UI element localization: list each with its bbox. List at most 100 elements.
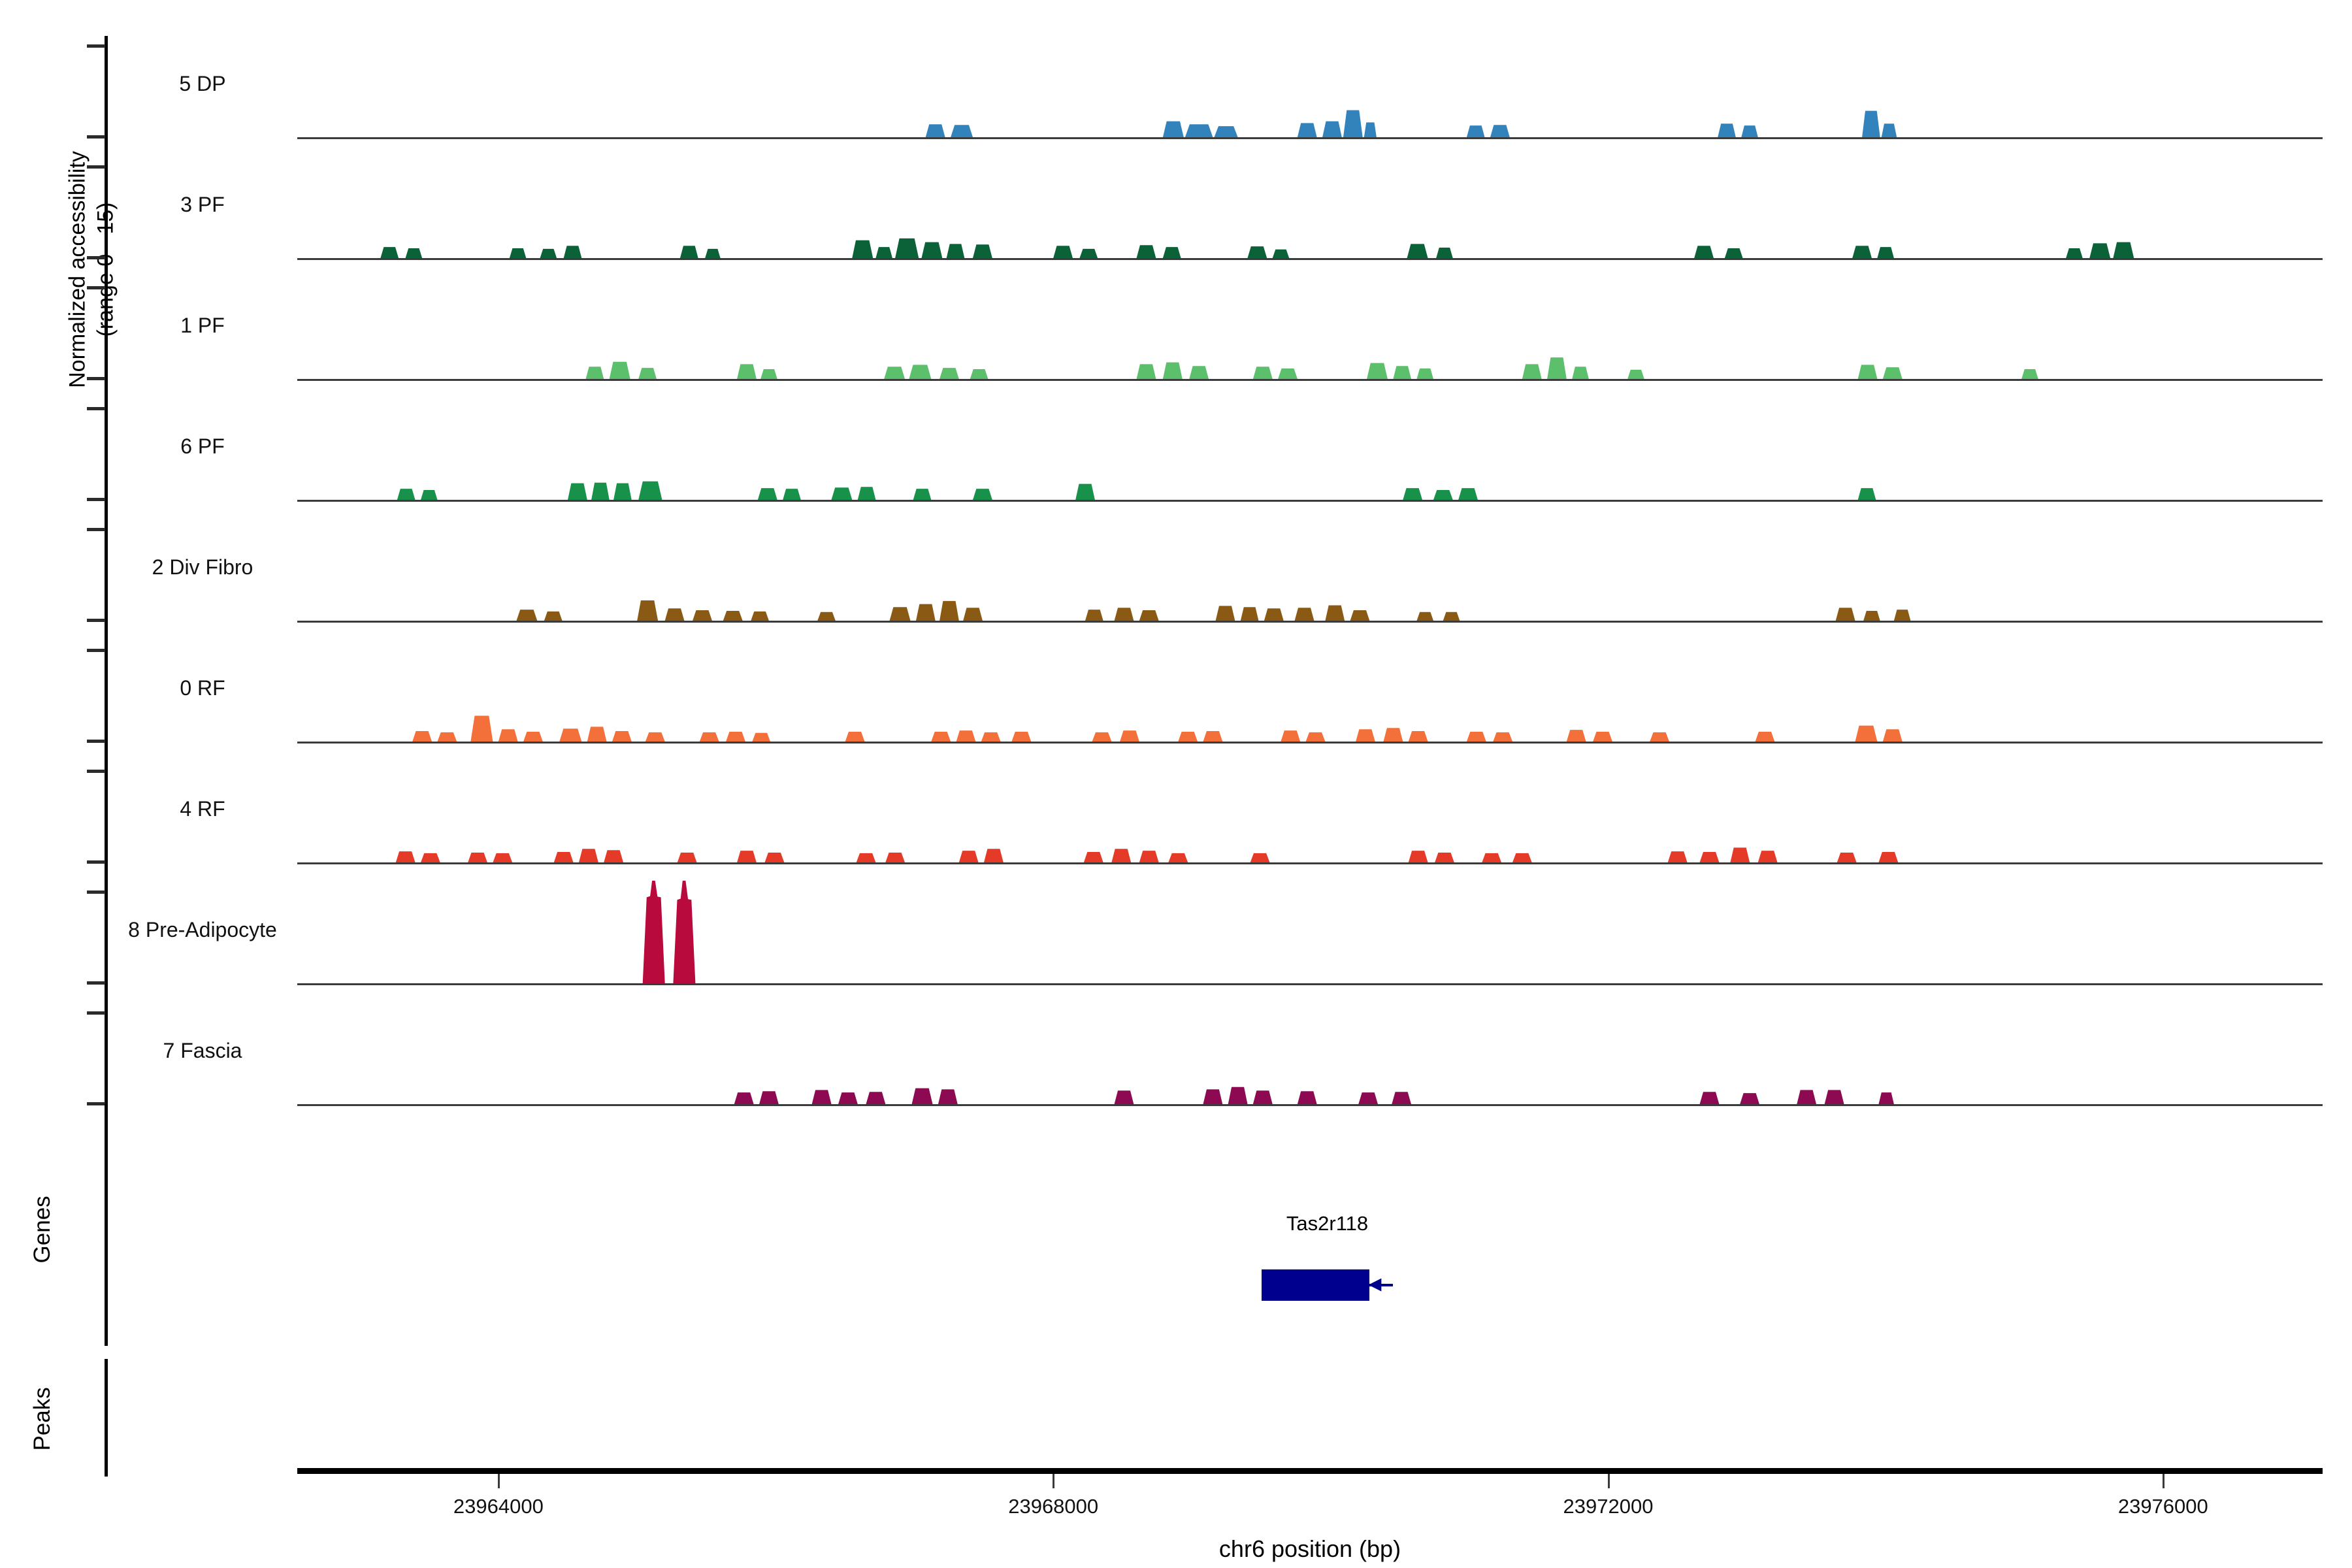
coverage-peak xyxy=(437,732,457,742)
coverage-peak xyxy=(1358,1092,1378,1104)
x-axis-tick xyxy=(1607,1474,1610,1488)
x-axis-tick-label: 23964000 xyxy=(453,1495,544,1518)
coverage-peak xyxy=(963,608,983,621)
coverage-peak xyxy=(939,368,959,379)
coverage-peak xyxy=(1136,245,1156,258)
peaks-panel-label: Peaks xyxy=(29,1387,56,1451)
coverage-peak xyxy=(1294,608,1315,621)
coverage-peak xyxy=(1667,851,1688,862)
track-baseline xyxy=(297,258,2323,260)
coverage-peak xyxy=(1893,610,1911,621)
coverage-peak xyxy=(1458,488,1478,500)
coverage-peak xyxy=(1650,732,1669,742)
coverage-peak xyxy=(1627,369,1644,379)
coverage-peak xyxy=(637,600,659,621)
coverage-trace-4-rf xyxy=(395,847,1899,862)
coverage-peak xyxy=(889,607,911,621)
coverage-peak xyxy=(1383,728,1403,742)
coverage-peak xyxy=(468,853,487,862)
x-axis-tick-label: 23976000 xyxy=(2117,1495,2208,1518)
coverage-peak xyxy=(946,244,965,258)
coverage-peak xyxy=(2021,369,2038,379)
x-axis-tick xyxy=(2162,1474,2164,1488)
coverage-peak xyxy=(604,850,623,862)
coverage-peak xyxy=(1053,246,1073,258)
y-axis-tick xyxy=(87,1102,105,1105)
coverage-peak xyxy=(1493,732,1512,742)
coverage-peak xyxy=(1250,853,1270,862)
coverage-peak xyxy=(705,248,721,258)
track-label-3-pf: 3 PF xyxy=(180,193,225,216)
coverage-peak xyxy=(1184,124,1213,137)
coverage-peak xyxy=(1178,732,1198,742)
coverage-peak xyxy=(1350,610,1370,621)
coverage-peak xyxy=(1852,246,1872,258)
coverage-peak xyxy=(2113,242,2134,258)
coverage-peak xyxy=(1407,244,1428,258)
coverage-peak xyxy=(559,728,582,742)
coverage-peak xyxy=(1882,367,1903,379)
peaks-panel-rule xyxy=(105,1359,108,1477)
coverage-peak xyxy=(664,608,685,621)
coverage-peak xyxy=(916,604,936,621)
x-axis-title: chr6 position (bp) xyxy=(1218,1535,1401,1562)
y-axis-tick xyxy=(87,528,105,531)
coverage-peak xyxy=(1392,1092,1411,1104)
coverage-peak xyxy=(1878,852,1899,862)
coverage-peak xyxy=(1252,1090,1273,1104)
coverage-peak xyxy=(1085,610,1103,621)
y-axis-tick xyxy=(87,770,105,773)
coverage-peak xyxy=(895,238,919,258)
coverage-peak xyxy=(1416,368,1433,379)
coverage-peak xyxy=(568,483,587,500)
coverage-peak xyxy=(921,242,943,258)
track-baseline xyxy=(297,621,2323,623)
y-axis-tick xyxy=(87,981,105,985)
coverage-peak xyxy=(1325,605,1345,621)
coverage-peak xyxy=(1162,362,1183,379)
coverage-peak xyxy=(609,361,630,379)
coverage-peak xyxy=(1162,121,1184,137)
coverage-peak xyxy=(1079,248,1098,258)
x-axis-tick-label: 23972000 xyxy=(1563,1495,1654,1518)
coverage-peak xyxy=(1416,612,1433,621)
coverage-peak xyxy=(1120,730,1139,742)
coverage-trace-7-fascia xyxy=(734,1086,1894,1104)
coverage-peak xyxy=(737,364,757,379)
coverage-peak xyxy=(857,487,876,500)
coverage-peak xyxy=(1322,121,1342,137)
coverage-peak xyxy=(2066,248,2083,258)
coverage-trace-2-div-fibro xyxy=(516,600,1911,621)
coverage-peak xyxy=(1252,367,1273,379)
y-axis-title: Normalized accessibility(range 0 - 15) xyxy=(65,151,118,388)
coverage-peak xyxy=(1482,853,1501,862)
coverage-peak xyxy=(1215,606,1235,621)
coverage-peak xyxy=(759,1091,779,1104)
coverage-peak xyxy=(1228,1086,1248,1104)
coverage-peak xyxy=(884,367,905,379)
coverage-peak xyxy=(856,853,876,862)
coverage-peak xyxy=(938,1089,958,1104)
coverage-peak xyxy=(1547,357,1567,379)
coverage-peak xyxy=(1297,123,1317,137)
coverage-peak xyxy=(885,853,905,862)
coverage-peak xyxy=(764,853,785,862)
track-label-6-pf: 6 PF xyxy=(180,434,225,458)
coverage-peak xyxy=(1755,732,1775,742)
coverage-peak xyxy=(913,489,932,500)
coverage-peak xyxy=(1393,366,1411,379)
coverage-peak xyxy=(831,487,853,500)
y-axis-tick xyxy=(87,407,105,410)
coverage-peak xyxy=(925,124,945,137)
coverage-peak xyxy=(734,1092,754,1104)
coverage-peak xyxy=(958,851,979,862)
coverage-peak xyxy=(1162,247,1181,258)
coverage-peak xyxy=(1203,1089,1223,1104)
coverage-peak xyxy=(1837,853,1857,862)
coverage-peak xyxy=(1436,248,1453,258)
coverage-peak xyxy=(470,715,493,742)
coverage-peak xyxy=(1490,125,1510,137)
coverage-peak xyxy=(699,732,719,742)
coverage-peak xyxy=(1740,1093,1759,1104)
coverage-trace-8-pre-adipocyte xyxy=(642,881,696,983)
